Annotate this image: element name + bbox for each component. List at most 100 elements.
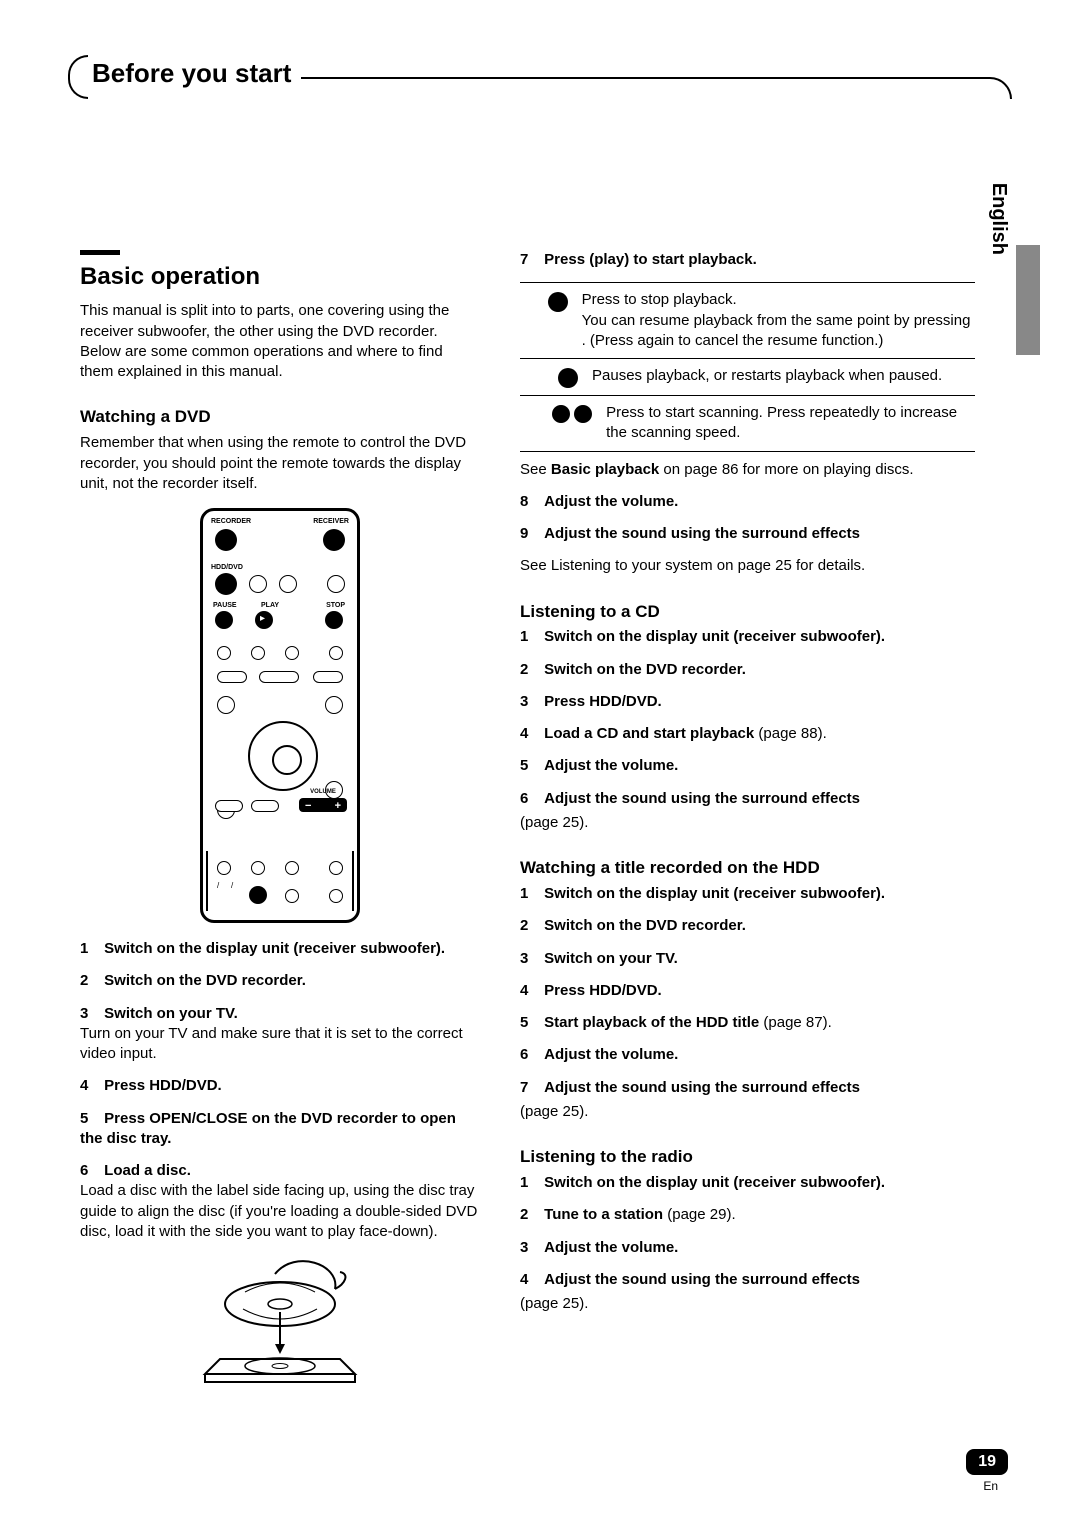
step-4: 4 Press HDD/DVD.	[80, 1076, 480, 1096]
list-step: 5 Adjust the volume.	[520, 756, 975, 776]
step-text: Adjust the sound using the surround effe…	[544, 525, 860, 542]
remote-ring	[329, 889, 343, 903]
remote-pill	[259, 671, 299, 683]
step-text: Switch on the DVD recorder.	[544, 661, 746, 678]
step-text: Adjust the volume.	[544, 493, 678, 510]
remote-ring	[329, 646, 343, 660]
step-text: Load a CD and start playback	[544, 725, 754, 742]
step-num: 4	[520, 724, 540, 744]
step-num: 3	[520, 692, 540, 712]
step-7: 7 Press (play) to start playback.	[520, 250, 975, 270]
divider	[520, 282, 975, 283]
step-num: 3	[80, 1004, 100, 1024]
step-text: Press HDD/DVD.	[104, 1077, 222, 1094]
control-text: Press to start scanning. Press repeatedl…	[606, 403, 975, 444]
list-step: 5 Start playback of the HDD title (page …	[520, 1013, 975, 1033]
text: See	[520, 557, 551, 574]
step-text: Switch on your TV.	[104, 1005, 238, 1022]
list-step: 1 Switch on the display unit (receiver s…	[520, 1173, 975, 1193]
remote-ring	[285, 889, 299, 903]
remote-side	[352, 851, 354, 911]
pause-icon	[558, 368, 578, 388]
step-num: 2	[520, 916, 540, 936]
step-text: Adjust the volume.	[544, 1046, 678, 1063]
right-column: 7 Press (play) to start playback. Press …	[520, 250, 975, 1394]
page-header: Before you start	[68, 55, 1012, 99]
step-num: 5	[80, 1109, 100, 1129]
list-step: 2 Tune to a station (page 29).	[520, 1205, 975, 1225]
disc-illustration	[80, 1254, 480, 1394]
remote-label-play: PLAY	[261, 601, 279, 610]
text-ital: Listening to your system	[551, 557, 713, 574]
step-text: Switch on the display unit (receiver sub…	[544, 1174, 885, 1191]
stop-icon	[548, 292, 568, 312]
text-bold: Basic playback	[551, 461, 659, 478]
see-listening: See Listening to your system on page 25 …	[520, 556, 975, 576]
remote-receiver-button	[323, 529, 345, 551]
language-tab	[1016, 245, 1040, 355]
step-num: 6	[80, 1161, 100, 1181]
header-line	[301, 77, 1012, 99]
dvd-steps: 1 Switch on the display unit (receiver s…	[80, 939, 480, 1242]
step-num: 4	[520, 981, 540, 1001]
step-text: Adjust the sound using the surround effe…	[544, 1079, 860, 1096]
text: See	[520, 461, 551, 478]
remote-ring	[327, 575, 345, 593]
step-num: 4	[80, 1076, 100, 1096]
step-num: 1	[520, 627, 540, 647]
list-step: 3 Switch on your TV.	[520, 949, 975, 969]
remote-pill	[217, 671, 247, 683]
cd-heading: Listening to a CD	[520, 601, 975, 624]
step-text: Switch on the DVD recorder.	[104, 972, 306, 989]
step-num: 6	[520, 789, 540, 809]
list-step: 1 Switch on the display unit (receiver s…	[520, 884, 975, 904]
step-text: Tune to a station	[544, 1206, 663, 1223]
divider	[520, 395, 975, 396]
remote-ring	[285, 646, 299, 660]
hdd-steps: 1 Switch on the display unit (receiver s…	[520, 884, 975, 1122]
step-2: 2 Switch on the DVD recorder.	[80, 971, 480, 991]
step-num: 1	[520, 884, 540, 904]
step-text: Switch on the DVD recorder.	[544, 917, 746, 934]
step-num: 3	[520, 1238, 540, 1258]
step-9: 9 Adjust the sound using the surround ef…	[520, 524, 975, 544]
step-num: 3	[520, 949, 540, 969]
remote-label-pause: PAUSE	[213, 601, 237, 610]
step-note: Load a disc with the label side facing u…	[80, 1181, 480, 1242]
list-step: 6 Adjust the sound using the surround ef…	[520, 789, 975, 809]
step-num: 1	[80, 939, 100, 959]
list-step: 3 Press HDD/DVD.	[520, 692, 975, 712]
list-step: 6 Adjust the volume.	[520, 1045, 975, 1065]
step-text: Press (play) to start playback.	[544, 251, 757, 268]
list-step: 1 Switch on the display unit (receiver s…	[520, 627, 975, 647]
step-num: 5	[520, 1013, 540, 1033]
list-step: 4 Load a CD and start playback (page 88)…	[520, 724, 975, 744]
control-row-stop: Press to stop playback. You can resume p…	[520, 285, 975, 356]
divider	[520, 451, 975, 452]
remote-ring	[285, 861, 299, 875]
remote-ring	[249, 575, 267, 593]
list-step: 3 Adjust the volume.	[520, 1238, 975, 1258]
step-1: 1 Switch on the display unit (receiver s…	[80, 939, 480, 959]
step-text: Adjust the sound using the surround effe…	[544, 1271, 860, 1288]
remote-ring	[217, 696, 235, 714]
remote-stop-button	[325, 611, 343, 629]
step-text: Switch on the display unit (receiver sub…	[104, 940, 445, 957]
remote-dpad	[248, 721, 318, 791]
remote-recorder-button	[215, 529, 237, 551]
step-text: Switch on the display unit (receiver sub…	[544, 628, 885, 645]
step-text: Switch on your TV.	[544, 950, 678, 967]
remote-ring	[251, 861, 265, 875]
step-num: 2	[80, 971, 100, 991]
watching-dvd-intro: Remember that when using the remote to c…	[80, 433, 480, 494]
scan-icon	[552, 405, 592, 423]
divider	[520, 358, 975, 359]
remote-ring	[217, 646, 231, 660]
remote-volume: VOLUME −+	[299, 788, 347, 812]
page-ref: (page 88).	[754, 725, 827, 742]
remote-pill	[251, 800, 279, 812]
remote-pill	[313, 671, 343, 683]
step-6: 6 Load a disc. Load a disc with the labe…	[80, 1161, 480, 1242]
step-text: Adjust the volume.	[544, 757, 678, 774]
hdd-heading: Watching a title recorded on the HDD	[520, 857, 975, 880]
